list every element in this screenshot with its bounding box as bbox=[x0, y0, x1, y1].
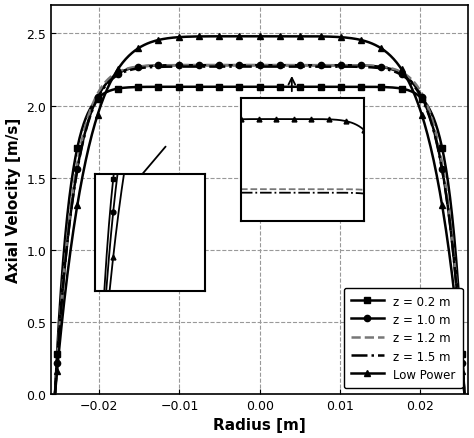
z = 1.2 m bbox=[251, 64, 257, 69]
z = 1.2 m bbox=[185, 64, 191, 69]
z = 1.5 m bbox=[351, 65, 356, 70]
z = 1.5 m bbox=[52, 392, 58, 397]
z = 1.5 m bbox=[349, 65, 355, 70]
z = 1.5 m bbox=[185, 65, 191, 70]
X-axis label: Radius [m]: Radius [m] bbox=[213, 417, 306, 432]
z = 1.5 m bbox=[101, 86, 107, 91]
Line: z = 1.2 m: z = 1.2 m bbox=[55, 66, 465, 394]
z = 1.5 m bbox=[214, 65, 220, 70]
Legend: z = 0.2 m, z = 1.0 m, z = 1.2 m, z = 1.5 m, Low Power: z = 0.2 m, z = 1.0 m, z = 1.2 m, z = 1.5… bbox=[344, 288, 463, 388]
z = 1.2 m bbox=[101, 81, 107, 87]
z = 1.2 m bbox=[311, 64, 317, 69]
z = 1.2 m bbox=[214, 64, 220, 69]
z = 1.5 m bbox=[462, 392, 467, 397]
Line: z = 1.5 m: z = 1.5 m bbox=[55, 67, 465, 394]
z = 1.5 m bbox=[311, 65, 317, 70]
Y-axis label: Axial Velocity [m/s]: Axial Velocity [m/s] bbox=[6, 117, 20, 282]
z = 1.2 m bbox=[351, 64, 356, 69]
z = 1.2 m bbox=[52, 392, 58, 397]
z = 1.2 m bbox=[462, 392, 467, 397]
z = 1.5 m bbox=[252, 65, 258, 70]
z = 1.2 m bbox=[349, 64, 355, 69]
